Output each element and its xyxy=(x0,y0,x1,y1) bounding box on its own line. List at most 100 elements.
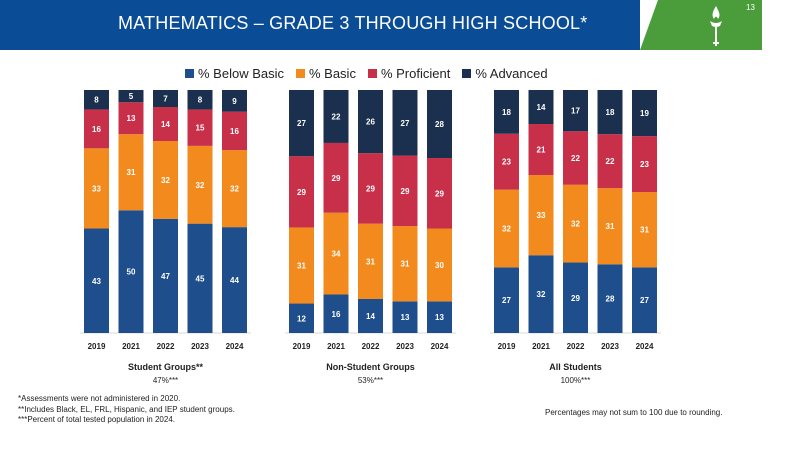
bar-segment xyxy=(153,90,178,108)
bar-segment xyxy=(323,212,349,295)
data-label: 31 xyxy=(366,257,375,266)
bar-segment xyxy=(528,255,554,333)
legend-item-below-basic: % Below Basic xyxy=(185,66,284,81)
data-label: 50 xyxy=(127,268,136,277)
data-label: 31 xyxy=(640,226,649,235)
legend-swatch xyxy=(185,69,194,78)
x-tick-label: 2021 xyxy=(532,342,550,351)
data-label: 13 xyxy=(127,114,136,123)
data-label: 16 xyxy=(92,125,101,134)
legend-swatch xyxy=(462,69,472,78)
data-label: 5 xyxy=(129,92,134,101)
legend-swatch xyxy=(367,69,377,78)
bar-segment xyxy=(289,90,314,157)
data-label: 32 xyxy=(161,176,170,185)
group-share-label: 47%*** xyxy=(153,376,178,385)
data-label: 26 xyxy=(366,118,375,127)
bar-segment xyxy=(494,189,519,268)
legend-label: % Proficient xyxy=(380,66,451,81)
bar-segment xyxy=(632,90,657,137)
legend-swatch xyxy=(295,69,305,78)
data-label: 18 xyxy=(502,108,511,117)
data-label: 14 xyxy=(366,312,375,321)
data-label: 32 xyxy=(502,225,511,234)
bar-segment xyxy=(84,109,109,149)
data-label: 14 xyxy=(537,103,546,112)
data-label: 27 xyxy=(502,296,511,305)
bar-segment xyxy=(597,188,623,265)
bar-segment xyxy=(187,223,213,333)
bar-segment xyxy=(632,136,657,193)
data-label: 31 xyxy=(401,260,410,269)
data-label: 19 xyxy=(640,109,649,118)
data-label: 33 xyxy=(92,184,101,193)
bar-segment xyxy=(84,90,109,110)
data-label: 9 xyxy=(232,97,237,106)
data-label: 27 xyxy=(640,296,649,305)
bar-segment xyxy=(323,142,349,213)
data-label: 14 xyxy=(161,120,170,129)
bar-segment xyxy=(597,264,623,333)
stacked-bar-chart: 43 33 16 8 2019 50 31 13 5 2021 47 32 14 7 2022 45 32 15 8… xyxy=(80,90,661,385)
header-bar xyxy=(0,0,640,50)
data-label: 23 xyxy=(640,160,649,169)
data-label: 22 xyxy=(606,157,615,166)
data-label: 33 xyxy=(537,211,546,220)
group-label: All Students xyxy=(549,362,602,372)
x-tick-label: 2024 xyxy=(636,342,654,351)
data-label: 12 xyxy=(297,314,306,323)
bar-segment xyxy=(118,102,144,135)
bar-segment xyxy=(563,90,588,132)
x-tick-label: 2021 xyxy=(122,342,140,351)
bar-segment xyxy=(153,141,178,219)
data-label: 29 xyxy=(297,188,306,197)
group-share-label: 100%*** xyxy=(561,376,591,385)
legend-item-basic: % Basic xyxy=(295,66,356,81)
data-label: 47 xyxy=(161,272,170,281)
legend-label: % Below Basic xyxy=(198,66,284,81)
bar-segment xyxy=(84,148,109,229)
bar-segment xyxy=(427,90,452,159)
slide: MATHEMATICS – GRADE 3 THROUGH HIGH SCHOO… xyxy=(0,0,762,426)
bar-segment xyxy=(118,134,144,211)
group-label: Student Groups** xyxy=(128,362,203,372)
bar-segment xyxy=(563,184,588,263)
bar-segment xyxy=(289,303,314,333)
group-share-label: 53%*** xyxy=(358,376,383,385)
bar-segment xyxy=(528,175,554,256)
bar-segment xyxy=(187,109,213,146)
data-label: 15 xyxy=(196,124,205,133)
bar-segment xyxy=(289,227,314,304)
bar-segment xyxy=(153,218,178,333)
bar-segment xyxy=(632,267,657,333)
x-tick-label: 2023 xyxy=(601,342,619,351)
footnote: ***Percent of total tested population in… xyxy=(18,415,175,424)
data-label: 28 xyxy=(435,120,444,129)
footnotes: *Assessments were not administered in 20… xyxy=(18,394,235,426)
footnote: **Includes Black, EL, FRL, Hispanic, and… xyxy=(18,404,235,414)
bar-segment xyxy=(494,267,519,333)
torch-icon xyxy=(710,6,722,46)
x-tick-label: 2019 xyxy=(498,342,516,351)
legend-item-advanced: % Advanced xyxy=(462,66,548,81)
bar-segment xyxy=(222,111,247,151)
data-label: 27 xyxy=(297,119,306,128)
data-label: 29 xyxy=(332,174,341,183)
data-label: 32 xyxy=(571,220,580,229)
bar-segment xyxy=(153,107,178,142)
x-tick-label: 2022 xyxy=(567,342,585,351)
page-title: MATHEMATICS – GRADE 3 THROUGH HIGH SCHOO… xyxy=(118,13,588,33)
data-label: 16 xyxy=(230,127,239,136)
bar-segment xyxy=(494,133,519,190)
bar-segment xyxy=(427,301,452,333)
bar-segment xyxy=(392,226,418,302)
x-tick-label: 2022 xyxy=(362,342,380,351)
x-tick-label: 2019 xyxy=(88,342,106,351)
data-label: 31 xyxy=(127,168,136,177)
data-label: 8 xyxy=(198,96,203,105)
bar-segment xyxy=(323,294,349,333)
bar-segment xyxy=(528,90,554,125)
bar-segment xyxy=(222,150,247,228)
footnote: *Assessments were not administered in 20… xyxy=(18,394,181,403)
data-label: 30 xyxy=(435,261,444,270)
